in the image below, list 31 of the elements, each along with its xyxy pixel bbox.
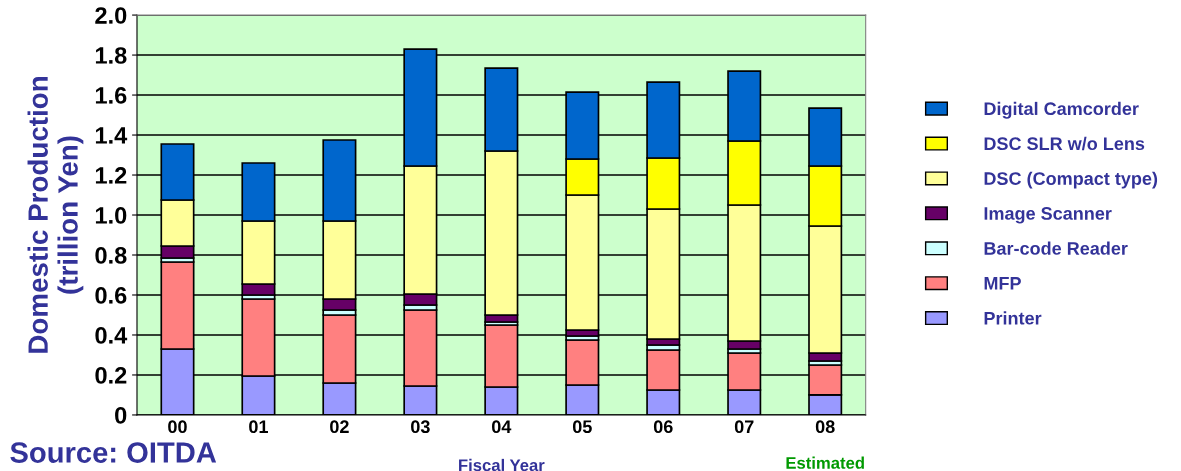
x-tick-label: 05 [572, 420, 592, 434]
y-tick-label: 0.4 [95, 327, 128, 344]
y-tick-label: 0.8 [95, 247, 127, 264]
x-tick-label: 01 [249, 420, 268, 434]
x-tick-label: 00 [168, 420, 187, 434]
source-note: Source: OITDA [10, 442, 217, 463]
legend-label: MFP [984, 277, 1021, 290]
y-tick-label: 0 [115, 407, 127, 424]
y-tick-label: 1.8 [95, 47, 127, 64]
legend-label: Image Scanner [984, 207, 1112, 224]
x-tick-label: 02 [330, 420, 349, 434]
x-tick-label: 06 [653, 420, 673, 434]
y-axis-title: Domestic Production (trillion Yen) [27, 77, 84, 353]
legend-label: DSC SLR w/o Lens [984, 136, 1145, 151]
y-tick-label: 1.4 [95, 127, 128, 144]
legend-label: Digital Camcorder [984, 101, 1139, 119]
y-tick-label: 0.2 [95, 367, 127, 384]
y-tick-label: 2.0 [95, 7, 127, 24]
x-axis-title: Fiscal Year [459, 458, 545, 471]
x-tick-label: 04 [492, 420, 512, 434]
y-tick-label: 1.0 [95, 207, 127, 224]
y-tick-label: 1.6 [95, 87, 127, 104]
y-tick-label: 1.2 [95, 167, 127, 184]
legend-label: Printer [984, 311, 1042, 325]
x-tick-label: 07 [734, 420, 754, 434]
legend-label: Bar-code Reader [984, 241, 1128, 255]
x-tick-label: 03 [411, 420, 430, 434]
legend-label: DSC (Compact type) [984, 171, 1158, 189]
y-tick-label: 0.6 [95, 287, 127, 304]
text: Estimated [786, 456, 864, 469]
x-tick-label: 08 [815, 420, 835, 434]
